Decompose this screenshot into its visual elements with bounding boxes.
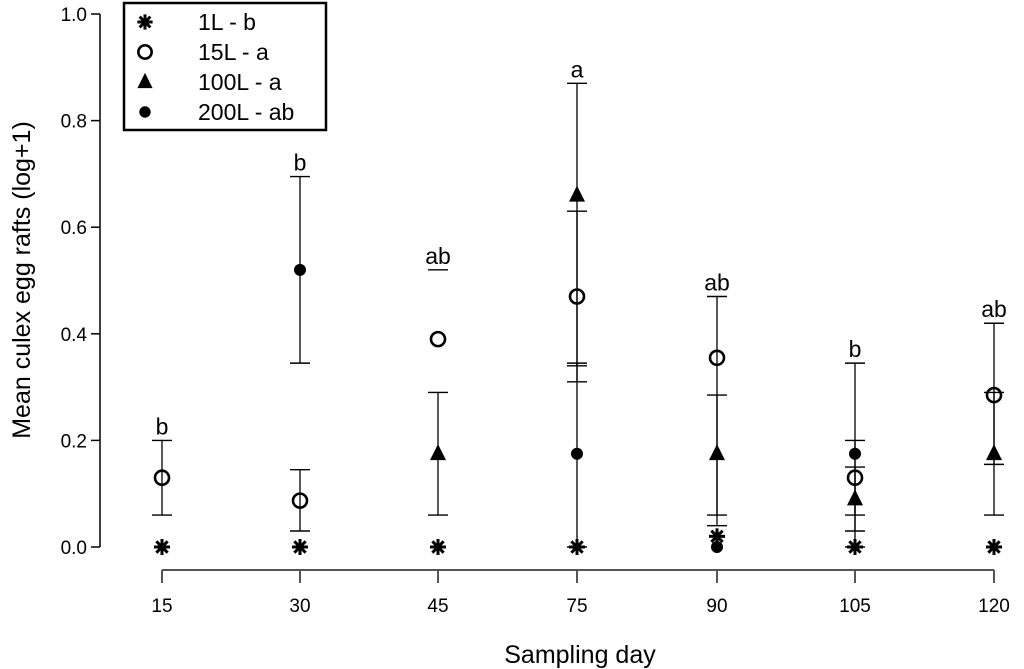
asterisk-stroke <box>570 540 584 554</box>
significance-label: ab <box>981 296 1007 322</box>
data-point-asterisk <box>430 539 446 555</box>
data-point-filled-triangle <box>430 444 446 461</box>
x-tick-label: 75 <box>566 596 587 617</box>
asterisk-stroke <box>155 540 169 554</box>
y-tick-label: 0.6 <box>61 218 87 239</box>
data-point-open-circle <box>985 386 1003 404</box>
data-point-open-circle <box>708 349 726 367</box>
y-tick-label: 0.0 <box>61 538 87 559</box>
asterisk-stroke <box>431 540 445 554</box>
legend-box <box>122 1 328 132</box>
data-point-open-circle <box>153 469 171 487</box>
x-axis-title: Sampling day <box>504 641 656 669</box>
data-point-filled-circle <box>571 447 583 460</box>
error-bars <box>152 82 1004 548</box>
data-point-filled-circle <box>294 263 306 276</box>
significance-label: ab <box>425 243 451 269</box>
asterisk-stroke <box>293 540 307 554</box>
data-point-filled-triangle <box>847 489 863 506</box>
data-point-open-circle <box>846 469 864 487</box>
asterisk-stroke <box>987 540 1001 554</box>
markers <box>153 185 1003 555</box>
significance-label: b <box>849 336 862 362</box>
significance-label: ab <box>704 269 730 295</box>
y-ticks: 0.0 0.2 0.4 0.6 0.8 1.0 <box>61 5 100 559</box>
x-tick-label: 45 <box>427 596 448 617</box>
x-tick-label: 120 <box>978 596 1010 617</box>
data-point-asterisk <box>569 539 585 555</box>
asterisk-stroke <box>848 540 862 554</box>
significance-label: b <box>156 413 169 439</box>
data-point-open-circle <box>291 492 309 509</box>
data-point-filled-triangle <box>709 444 725 461</box>
data-point-filled-circle <box>711 541 723 553</box>
legend-label: 200L - ab <box>198 99 294 125</box>
data-point-asterisk <box>154 539 170 555</box>
legend-marker-asterisk <box>137 14 153 30</box>
legend-marker-open-circle <box>137 44 153 60</box>
data-point-filled-triangle <box>986 444 1002 461</box>
data-point-asterisk <box>292 539 308 555</box>
data-point-asterisk <box>847 539 863 555</box>
legend-label: 1L - b <box>198 9 256 35</box>
legend-marker-filled-circle <box>139 106 151 118</box>
legend: 1L - b 15L - a 100L - a 200L - ab <box>122 1 328 132</box>
y-tick-label: 1.0 <box>61 5 87 26</box>
asterisk-stroke <box>710 529 724 544</box>
significance-label: b <box>294 150 307 176</box>
legend-label: 15L - a <box>198 39 269 65</box>
legend-label: 100L - a <box>198 69 282 95</box>
significance-label: a <box>571 56 584 82</box>
data-point-open-circle <box>429 330 447 348</box>
data-point-open-circle <box>568 288 586 305</box>
x-tick-label: 105 <box>839 596 871 617</box>
x-ticks: 15 30 45 75 90 105 120 <box>151 570 1010 617</box>
y-tick-label: 0.4 <box>61 325 88 346</box>
data-point-asterisk <box>986 539 1002 555</box>
x-tick-label: 30 <box>289 596 310 617</box>
annotations: b b ab a ab b ab <box>156 56 1007 439</box>
x-tick-label: 90 <box>706 596 727 617</box>
asterisk-stroke <box>138 15 152 29</box>
x-tick-label: 15 <box>151 596 172 617</box>
data-point-filled-circle <box>849 447 861 460</box>
y-axis-title: Mean culex egg rafts (log+1) <box>8 121 36 439</box>
data-point-filled-triangle <box>569 185 585 202</box>
y-tick-label: 0.8 <box>61 112 87 133</box>
y-tick-label: 0.2 <box>61 431 87 452</box>
legend-marker-filled-triangle <box>137 72 153 89</box>
